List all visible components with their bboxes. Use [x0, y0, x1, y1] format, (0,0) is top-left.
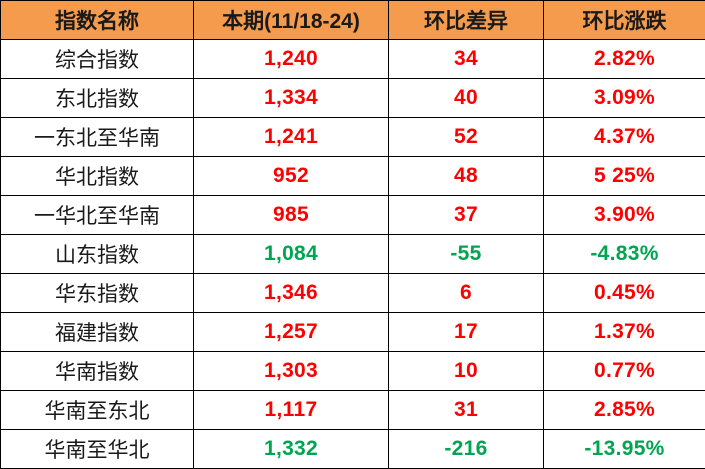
cell-difference: -55 — [389, 235, 544, 274]
cell-index-name: 华东指数 — [1, 274, 194, 313]
cell-change-percent: 5 25% — [544, 157, 705, 196]
cell-change-percent: -13.95% — [544, 430, 705, 469]
cell-current-value: 1,332 — [194, 430, 389, 469]
cell-change-percent: 1.37% — [544, 313, 705, 352]
cell-index-name: 山东指数 — [1, 235, 194, 274]
cell-difference: -216 — [389, 430, 544, 469]
column-header-current: 本期(11/18-24) — [194, 1, 389, 40]
cell-difference: 17 — [389, 313, 544, 352]
cell-current-value: 1,257 — [194, 313, 389, 352]
cell-index-name: 华南至东北 — [1, 391, 194, 430]
cell-current-value: 1,241 — [194, 118, 389, 157]
cell-difference: 52 — [389, 118, 544, 157]
cell-change-percent: 2.85% — [544, 391, 705, 430]
cell-current-value: 1,117 — [194, 391, 389, 430]
cell-change-percent: -4.83% — [544, 235, 705, 274]
cell-current-value: 952 — [194, 157, 389, 196]
cell-index-name: 一东北至华南 — [1, 118, 194, 157]
cell-index-name: 一华北至华南 — [1, 196, 194, 235]
cell-current-value: 1,346 — [194, 274, 389, 313]
cell-index-name: 福建指数 — [1, 313, 194, 352]
cell-index-name: 华北指数 — [1, 157, 194, 196]
table-header: 指数名称 本期(11/18-24) 环比差异 环比涨跌 — [1, 1, 705, 40]
cell-difference: 37 — [389, 196, 544, 235]
header-row: 指数名称 本期(11/18-24) 环比差异 环比涨跌 — [1, 1, 705, 40]
column-header-diff: 环比差异 — [389, 1, 544, 40]
cell-current-value: 1,303 — [194, 352, 389, 391]
cell-index-name: 华南至华北 — [1, 430, 194, 469]
cell-difference: 6 — [389, 274, 544, 313]
cell-difference: 10 — [389, 352, 544, 391]
cell-index-name: 综合指数 — [1, 40, 194, 79]
cell-current-value: 1,084 — [194, 235, 389, 274]
cell-current-value: 1,240 — [194, 40, 389, 79]
cell-difference: 34 — [389, 40, 544, 79]
cell-change-percent: 0.45% — [544, 274, 705, 313]
cell-current-value: 1,334 — [194, 79, 389, 118]
cell-change-percent: 3.90% — [544, 196, 705, 235]
cell-difference: 48 — [389, 157, 544, 196]
cell-change-percent: 4.37% — [544, 118, 705, 157]
cell-index-name: 华南指数 — [1, 352, 194, 391]
cell-change-percent: 0.77% — [544, 352, 705, 391]
cell-difference: 31 — [389, 391, 544, 430]
column-header-change: 环比涨跌 — [544, 1, 705, 40]
column-header-name: 指数名称 — [1, 1, 194, 40]
cell-current-value: 985 — [194, 196, 389, 235]
cell-change-percent: 3.09% — [544, 79, 705, 118]
cell-difference: 40 — [389, 79, 544, 118]
cell-index-name: 东北指数 — [1, 79, 194, 118]
cell-change-percent: 2.82% — [544, 40, 705, 79]
